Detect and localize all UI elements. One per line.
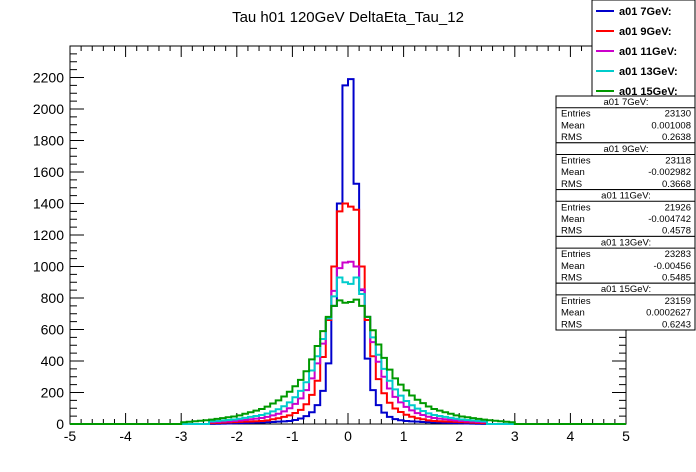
chart-title: Tau h01 120GeV DeltaEta_Tau_12 bbox=[232, 9, 464, 26]
x-tick-label: 0 bbox=[344, 428, 352, 444]
y-tick-label: 1400 bbox=[33, 196, 64, 212]
legend-entry-label: a01 13GeV: bbox=[619, 66, 678, 78]
stats-row-value: 0.2638 bbox=[662, 132, 691, 143]
stats-row-value: 21926 bbox=[665, 202, 691, 213]
y-tick-label: 1800 bbox=[33, 133, 64, 149]
stats-row-label: Entries bbox=[561, 296, 591, 307]
x-tick-label: 1 bbox=[400, 428, 408, 444]
stats-box-header: a01 15GeV: bbox=[601, 284, 651, 295]
stats-row-label: Mean bbox=[561, 308, 585, 319]
stats-row-value: -0.004742 bbox=[648, 214, 691, 225]
legend-entry-label: a01 11GeV: bbox=[619, 46, 677, 58]
stats-row-value: 0.3668 bbox=[662, 179, 691, 190]
stats-box-header: a01 9GeV: bbox=[603, 144, 648, 155]
series-4-line bbox=[70, 298, 626, 425]
stats-row-label: Mean bbox=[561, 214, 585, 225]
legend-entry-label: a01 7GeV: bbox=[619, 6, 672, 18]
y-tick-label: 200 bbox=[41, 385, 65, 401]
x-tick-label: -2 bbox=[231, 428, 244, 444]
x-tick-label: -1 bbox=[286, 428, 299, 444]
stats-row-value: 0.6243 bbox=[662, 319, 691, 330]
y-tick-label: 400 bbox=[41, 353, 65, 369]
y-tick-label: 1600 bbox=[33, 164, 64, 180]
y-tick-label: 0 bbox=[56, 416, 64, 432]
stats-row-value: 23159 bbox=[665, 296, 691, 307]
stats-row-value: 0.5485 bbox=[662, 273, 691, 284]
stats-row-value: -0.002982 bbox=[648, 167, 691, 178]
y-tick-label: 1200 bbox=[33, 227, 64, 243]
stats-boxes: a01 7GeV: Entries 23130 Mean 0.001008 RMS 0.26… bbox=[555, 95, 696, 331]
legend-entry-label: a01 15GeV: bbox=[619, 86, 678, 98]
x-tick-label: -3 bbox=[175, 428, 188, 444]
stats-row-label: RMS bbox=[561, 226, 582, 237]
stats-row-label: RMS bbox=[561, 132, 582, 143]
stats-box-header: a01 13GeV: bbox=[601, 237, 651, 248]
stats-row-label: RMS bbox=[561, 319, 582, 330]
stats-row-label: Entries bbox=[561, 249, 591, 260]
y-tick-label: 600 bbox=[41, 322, 65, 338]
x-tick-label: 4 bbox=[567, 428, 575, 444]
axis-ticks: -5 -4 -3 -2 -1 0 1 2 3 4 5 0 200 400 600 800 1000 1200 140… bbox=[33, 46, 630, 444]
stats-row-label: Entries bbox=[561, 109, 591, 120]
x-tick-label: 5 bbox=[622, 428, 630, 444]
stats-box bbox=[555, 142, 696, 191]
stats-row-label: RMS bbox=[561, 179, 582, 190]
stats-row-label: RMS bbox=[561, 273, 582, 284]
legend-entry-label: a01 9GeV: bbox=[619, 26, 672, 38]
stats-row-label: Mean bbox=[561, 167, 585, 178]
stats-row-label: Entries bbox=[561, 156, 591, 167]
y-tick-label: 2000 bbox=[33, 101, 64, 117]
stats-row-label: Mean bbox=[561, 261, 585, 272]
legend: a01 7GeV: a01 9GeV: a01 11GeV: a01 13GeV: a0… bbox=[591, 0, 696, 103]
x-tick-label: 2 bbox=[455, 428, 463, 444]
stats-row-value: 23130 bbox=[665, 109, 691, 120]
stats-row-value: 23118 bbox=[665, 156, 691, 167]
x-tick-label: -4 bbox=[119, 428, 132, 444]
stats-row-label: Mean bbox=[561, 120, 585, 131]
series-3-line bbox=[70, 276, 626, 425]
stats-row-value: -0.00456 bbox=[653, 261, 691, 272]
x-tick-label: -5 bbox=[64, 428, 77, 444]
stats-row-value: 0.4578 bbox=[662, 226, 691, 237]
stats-row-value: 0.001008 bbox=[651, 120, 691, 131]
x-tick-label: 3 bbox=[511, 428, 519, 444]
stats-box bbox=[555, 282, 696, 331]
stats-row-value: 0.0002627 bbox=[646, 308, 691, 319]
y-tick-label: 1000 bbox=[33, 259, 64, 275]
series-layer bbox=[70, 78, 626, 425]
stats-box-header: a01 11GeV: bbox=[601, 191, 651, 202]
stats-box-header: a01 7GeV: bbox=[603, 97, 648, 108]
stats-row-label: Entries bbox=[561, 202, 591, 213]
stats-box bbox=[555, 189, 696, 237]
y-tick-label: 800 bbox=[41, 290, 65, 306]
stats-row-value: 23283 bbox=[665, 249, 691, 260]
y-tick-label: 2200 bbox=[33, 70, 64, 86]
